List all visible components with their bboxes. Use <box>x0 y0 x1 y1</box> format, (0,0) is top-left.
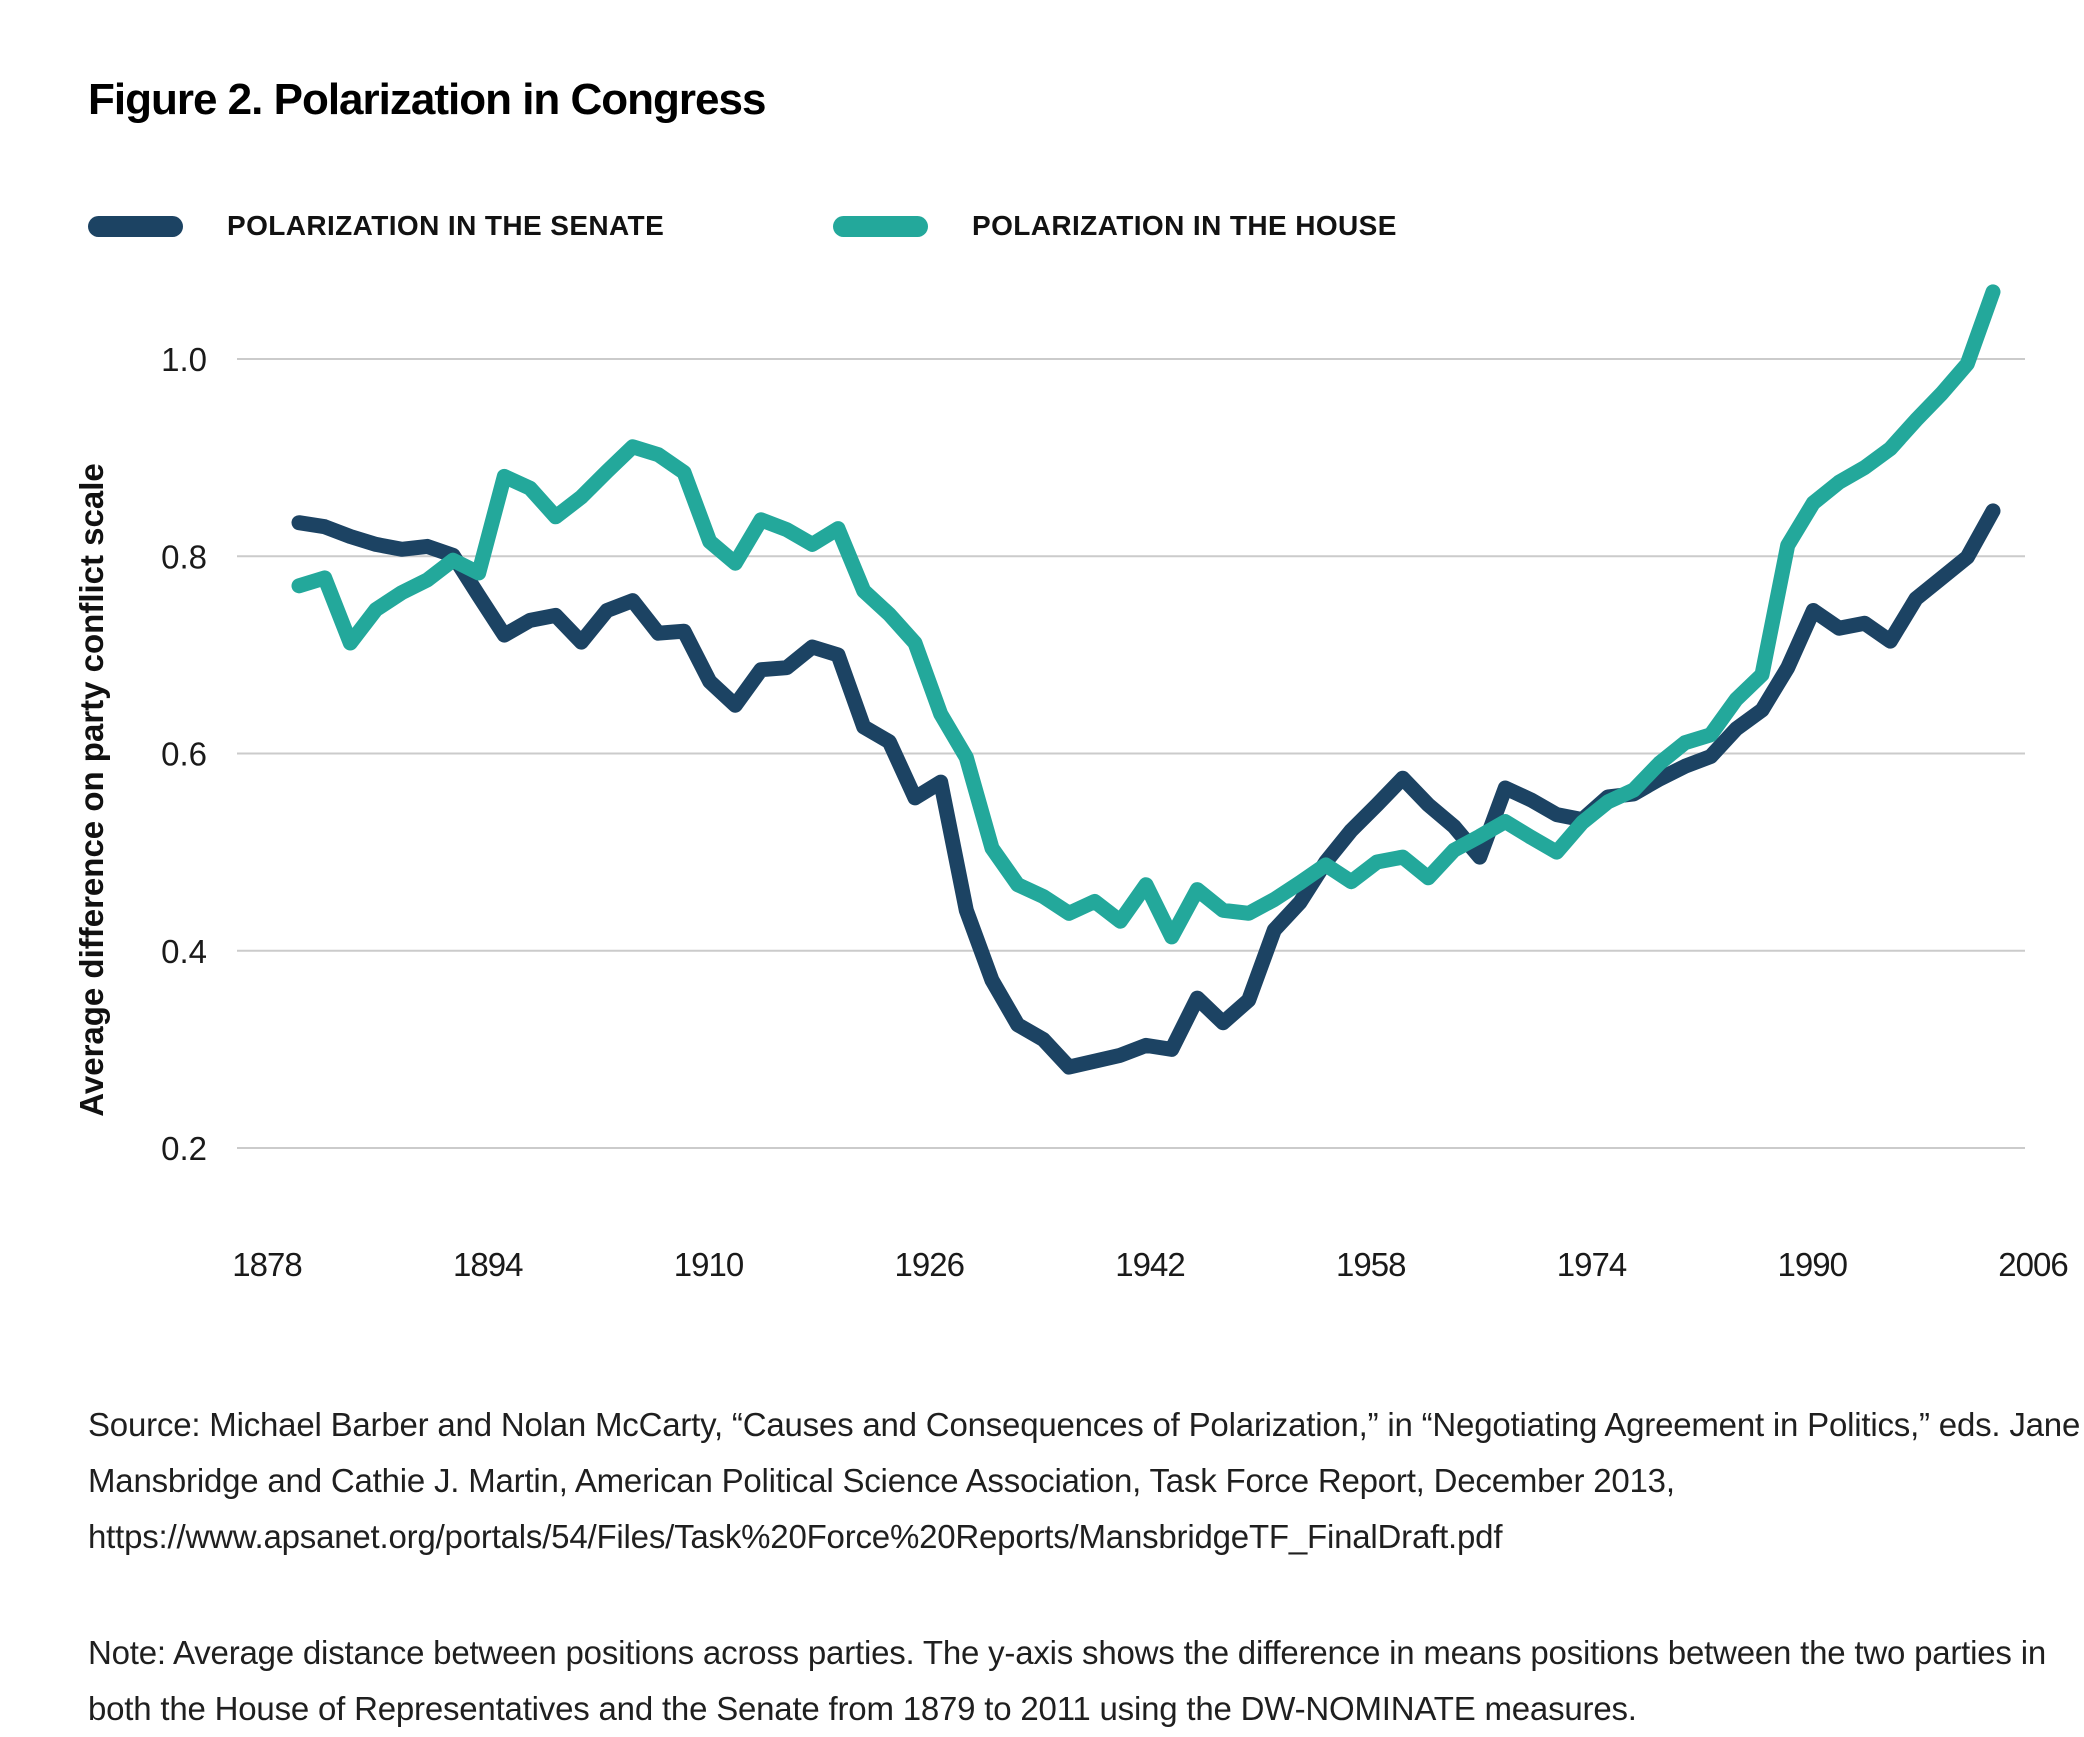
chart-legend: POLARIZATION IN THE SENATE POLARIZATION … <box>0 202 2084 250</box>
x-tick-label: 1990 <box>1778 1246 1848 1283</box>
x-tick-label: 2006 <box>1998 1246 2067 1283</box>
note-text: Note: Average distance between positions… <box>88 1634 2046 1727</box>
senate-line-swatch <box>88 215 183 237</box>
y-tick-label: 1.0 <box>161 341 207 378</box>
legend-label-house: POLARIZATION IN THE HOUSE <box>972 210 1397 241</box>
x-tick-label: 1926 <box>895 1246 964 1283</box>
y-tick-label: 0.4 <box>161 933 207 970</box>
legend-item-senate: POLARIZATION IN THE SENATE <box>88 202 664 250</box>
senate-line <box>291 503 2001 1075</box>
y-tick-label: 0.6 <box>161 736 207 773</box>
x-tick-label: 1894 <box>453 1246 523 1283</box>
y-tick-label: 0.8 <box>161 538 207 575</box>
legend-label-senate: POLARIZATION IN THE SENATE <box>227 210 665 241</box>
house-line <box>291 284 2001 945</box>
y-axis-title: Average difference on party conflict sca… <box>73 463 110 1117</box>
x-tick-label: 1942 <box>1115 1246 1184 1283</box>
house-line-swatch <box>833 215 928 237</box>
legend-item-house: POLARIZATION IN THE HOUSE <box>833 202 1397 250</box>
y-tick-label: 0.2 <box>161 1130 207 1167</box>
x-tick-label: 1878 <box>232 1246 301 1283</box>
source-text: Source: Michael Barber and Nolan McCarty… <box>88 1406 2081 1555</box>
x-tick-label: 1958 <box>1336 1246 1405 1283</box>
page-title: Figure 2. Polarization in Congress <box>88 75 766 125</box>
x-tick-label: 1974 <box>1557 1246 1627 1283</box>
x-tick-label: 1910 <box>674 1246 744 1283</box>
